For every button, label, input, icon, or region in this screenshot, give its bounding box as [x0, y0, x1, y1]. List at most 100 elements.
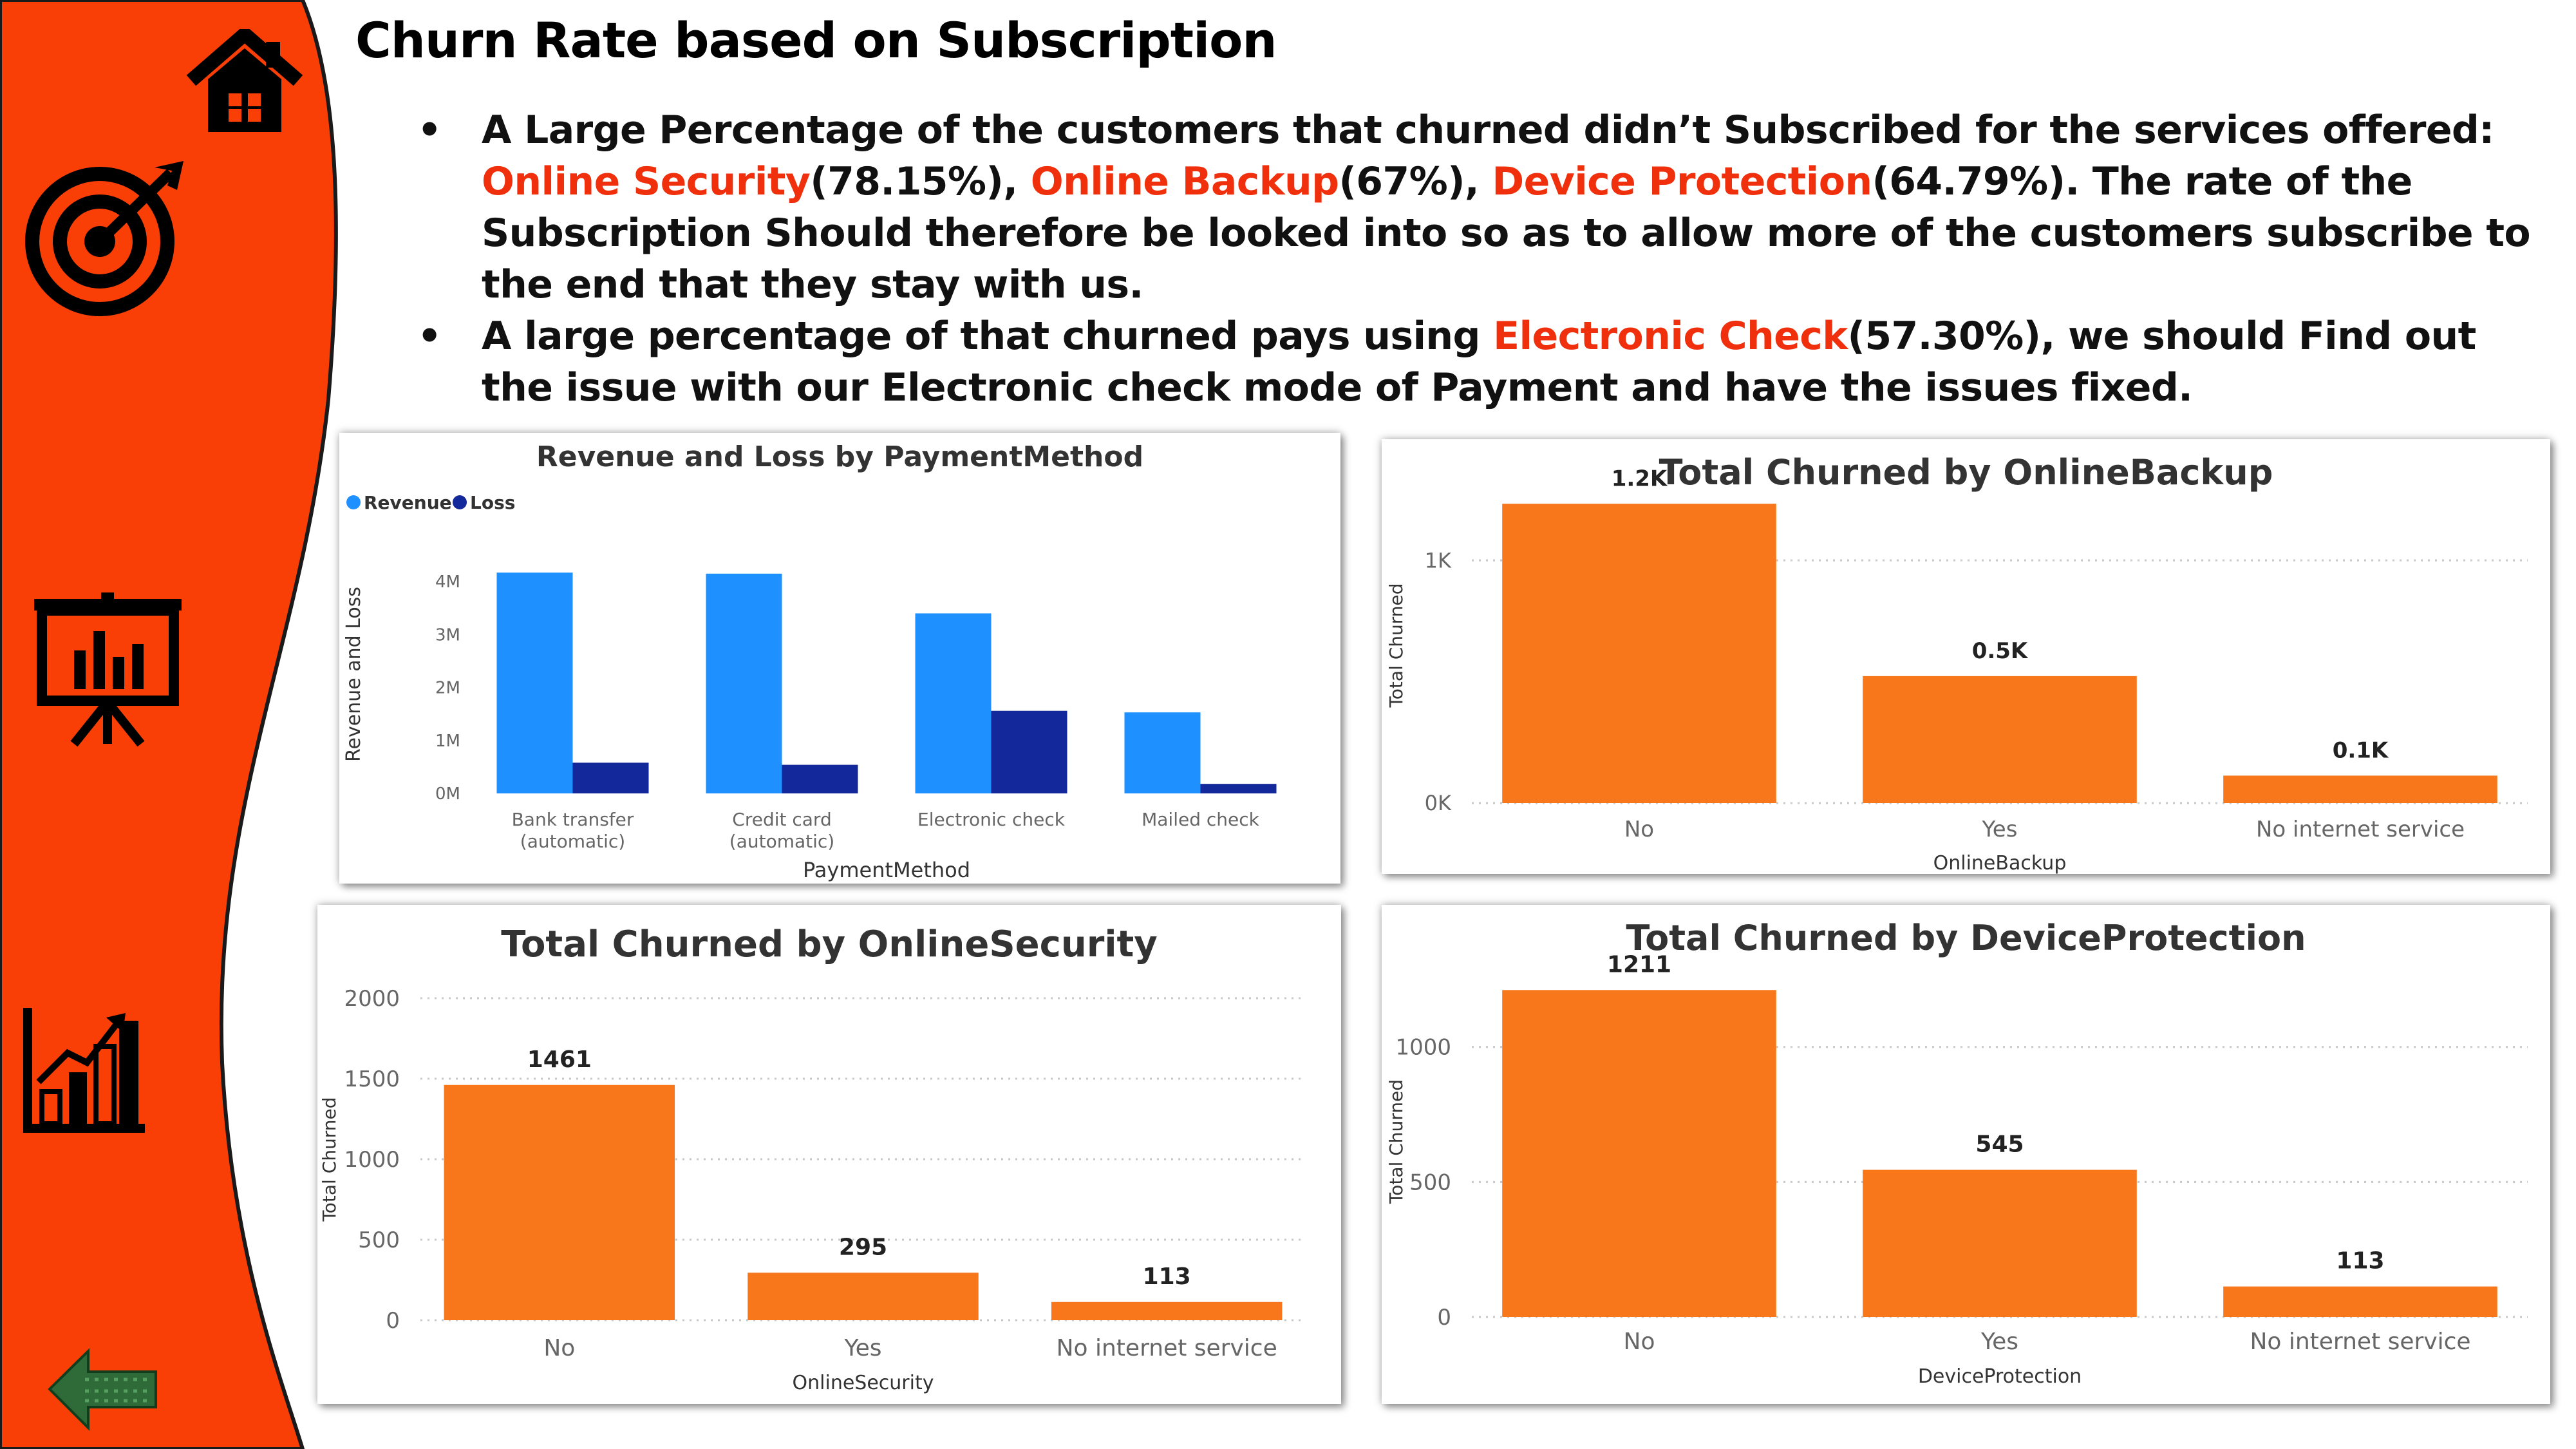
y-axis-label: Revenue and Loss	[343, 587, 365, 762]
x-tick-label: No	[543, 1335, 575, 1361]
highlighted-term: Online Backup	[1030, 159, 1339, 204]
device-protection-chart: Total Churned by DeviceProtection 0 500 100…	[1386, 918, 2528, 1388]
bar-loss	[572, 762, 649, 793]
x-tick-label: Yes	[1982, 817, 2018, 842]
x-axis-label: OnlineBackup	[1933, 852, 2067, 874]
y-tick-label: 500	[358, 1227, 400, 1253]
bar-loss	[991, 710, 1067, 793]
x-tick-label: No internet service	[2250, 1329, 2470, 1355]
online-backup-chart-card: Total Churned by OnlineBackup 0K 1K Total C…	[1382, 439, 2550, 874]
revenue-loss-chart-card: Revenue and Loss by PaymentMethod 0M 1M 2M 3…	[339, 433, 1340, 884]
device-protection-chart-card: Total Churned by DeviceProtection 0 500 100…	[1382, 905, 2550, 1404]
x-axis-label: OnlineSecurity	[793, 1372, 934, 1394]
x-tick-label: Credit card	[732, 809, 831, 830]
revenue-loss-chart: Revenue and Loss by PaymentMethod 0M 1M 2M 3…	[343, 440, 1277, 882]
bar	[1863, 676, 2137, 803]
y-tick-label: 1M	[435, 732, 460, 751]
y-tick-label: 0	[1437, 1305, 1451, 1331]
sidebar	[0, 0, 361, 1449]
bar	[1502, 504, 1776, 803]
insight-text: A Large Percentage of the customers that…	[482, 108, 2494, 153]
x-tick-label: (automatic)	[729, 831, 834, 852]
x-tick-label: Mailed check	[1142, 809, 1260, 830]
y-tick-label: 1000	[344, 1147, 400, 1173]
chart-title: Total Churned by DeviceProtection	[1626, 918, 2306, 958]
data-label: 0.5K	[1972, 638, 2029, 664]
bar	[1051, 1302, 1283, 1320]
insight-text: (64.79%). The rate of the Subscription S…	[482, 159, 2531, 307]
page-title: Churn Rate based on Subscription	[355, 12, 1277, 69]
y-axis-label: Total Churned	[1386, 1079, 1407, 1204]
online-backup-chart: Total Churned by OnlineBackup 0K 1K Total C…	[1386, 452, 2528, 874]
y-tick-label: 4M	[435, 573, 460, 592]
y-tick-label: 500	[1409, 1170, 1451, 1195]
back-arrow-icon[interactable]	[46, 1346, 159, 1433]
insight-text: (78.15%),	[810, 159, 1031, 204]
bar	[1863, 1170, 2137, 1317]
y-tick-label: 0M	[435, 784, 460, 804]
y-tick-label: 1000	[1395, 1035, 1451, 1061]
highlighted-term: Device Protection	[1492, 159, 1872, 204]
insight-text: A large percentage of that churned pays …	[482, 314, 1494, 359]
x-tick-label: No internet service	[1057, 1335, 1277, 1361]
y-tick-label: 2M	[435, 679, 460, 698]
bar-loss	[1200, 784, 1277, 793]
legend-label: Revenue	[364, 492, 452, 513]
y-tick-label: 0K	[1425, 791, 1452, 815]
x-tick-label: Electronic check	[917, 809, 1066, 830]
data-label: 0.1K	[2333, 737, 2389, 763]
chart-title: Total Churned by OnlineSecurity	[501, 923, 1158, 965]
bar	[444, 1084, 675, 1320]
y-axis-label: Total Churned	[319, 1097, 340, 1222]
x-tick-label: Bank transfer	[512, 809, 634, 830]
bar-revenue	[1124, 712, 1201, 793]
data-label: 1.2K	[1612, 466, 1668, 491]
legend-marker	[453, 495, 467, 509]
legend-marker	[346, 495, 361, 509]
y-tick-label: 1K	[1425, 548, 1452, 573]
bar	[2223, 1286, 2497, 1317]
x-tick-label: No	[1624, 1329, 1655, 1355]
bar	[747, 1273, 979, 1320]
insights-list: A Large Percentage of the customers that…	[417, 104, 2542, 413]
y-tick-label: 3M	[435, 625, 460, 645]
x-tick-label: No	[1624, 817, 1654, 842]
x-tick-label: (automatic)	[520, 831, 625, 852]
bar-revenue	[706, 573, 782, 793]
insight-text: (57.30%), we should Find out the issue w…	[482, 314, 2476, 410]
chart-title: Total Churned by OnlineBackup	[1659, 452, 2273, 493]
legend-label: Loss	[470, 492, 515, 513]
data-label: 295	[839, 1234, 887, 1260]
home-icon[interactable]	[183, 29, 306, 135]
bar	[1502, 990, 1776, 1317]
insight-bullet-2: A large percentage of that churned pays …	[417, 310, 2542, 413]
chart-title: Revenue and Loss by PaymentMethod	[536, 440, 1143, 473]
bar-loss	[782, 764, 858, 793]
x-tick-label: Yes	[843, 1335, 881, 1361]
online-security-chart-card: Total Churned by OnlineSecurity 0 500 1000 1…	[317, 905, 1341, 1404]
bar-revenue	[496, 573, 573, 793]
online-security-chart: Total Churned by OnlineSecurity 0 500 1000 1…	[319, 923, 1306, 1394]
data-label: 1461	[527, 1046, 592, 1073]
y-tick-label: 0	[386, 1308, 400, 1334]
highlighted-term: Electronic Check	[1493, 314, 1848, 359]
target-icon[interactable]	[23, 155, 190, 322]
y-axis-label: Total Churned	[1386, 583, 1407, 708]
presentation-icon[interactable]	[29, 592, 187, 747]
x-tick-label: No internet service	[2256, 817, 2465, 842]
insight-bullet-1: A Large Percentage of the customers that…	[417, 104, 2542, 310]
insight-text: (67%),	[1339, 159, 1492, 204]
highlighted-term: Online Security	[482, 159, 811, 204]
x-axis-label: DeviceProtection	[1918, 1365, 2082, 1388]
x-axis-label: PaymentMethod	[803, 858, 970, 882]
growth-chart-icon[interactable]	[23, 1008, 145, 1133]
data-label: 545	[1975, 1132, 2024, 1158]
y-tick-label: 2000	[344, 986, 400, 1012]
data-label: 1211	[1607, 951, 1671, 978]
bar-revenue	[915, 613, 992, 793]
bar	[2223, 775, 2497, 803]
data-label: 113	[1143, 1264, 1191, 1290]
data-label: 113	[2336, 1248, 2384, 1274]
y-tick-label: 1500	[344, 1066, 400, 1092]
x-tick-label: Yes	[1980, 1329, 2018, 1355]
